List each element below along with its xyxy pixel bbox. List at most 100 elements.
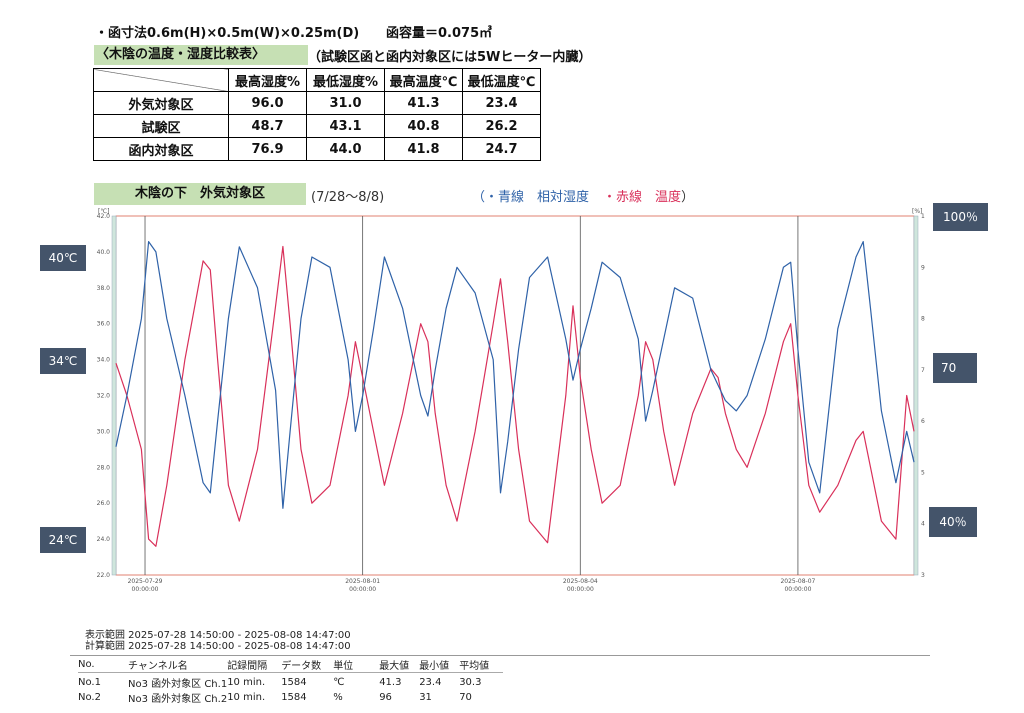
- callout-34c: 34℃: [40, 348, 86, 374]
- stats-cell: 31: [419, 692, 432, 703]
- table-cell: 23.4: [462, 91, 541, 115]
- y-right-tick-label: 70: [921, 367, 925, 374]
- y-right-tick-label: 40: [921, 521, 925, 528]
- x-tick-time-label: 00:00:00: [132, 586, 159, 593]
- callout-70pct: 70: [933, 353, 977, 383]
- table-cell: 40.8: [384, 114, 463, 138]
- temperature-humidity-chart: [℃] [%] 42.0 40.0 38.0 36.0 34.0 32.0 30.0 28.0 26…: [97, 208, 925, 593]
- column-header: 最高湿度%: [228, 68, 307, 92]
- table-cell: 31.0: [306, 91, 385, 115]
- column-header: 最低湿度%: [306, 68, 385, 92]
- stats-cell: 70: [459, 692, 472, 703]
- chart-date-range: (7/28～8/8): [311, 190, 385, 205]
- stats-cell: No3 函外対象区 Ch.2: [128, 694, 228, 705]
- stats-cell: 10 min.: [227, 677, 266, 688]
- humidity-line: [115, 240, 915, 509]
- table-title: 〈木陰の温度・湿度比較表〉: [94, 45, 308, 65]
- stats-table: No. チャンネル名 記録間隔 データ数 単位 最大値 最小値 平均値 No.1…: [78, 657, 504, 705]
- x-tick-time-label: 00:00:00: [567, 586, 594, 593]
- chart-ticks: [℃] [%] 42.0 40.0 38.0 36.0 34.0 32.0 30.0 28.0 26…: [97, 208, 925, 593]
- y-right-tick-label: 50: [921, 469, 925, 476]
- stats-cell: 30.3: [459, 677, 482, 688]
- legend-separator: ・: [603, 190, 617, 205]
- row-label: 試験区: [93, 114, 229, 138]
- row-label: 函内対象区: [93, 137, 229, 161]
- stats-cell: 1584: [281, 692, 307, 703]
- left-axis-strip: [111, 215, 117, 576]
- x-tick-date-label: 2025-08-07: [780, 578, 815, 585]
- y-left-tick-label: 30.0: [97, 428, 111, 435]
- x-tick-date-label: 2025-08-04: [563, 578, 598, 585]
- stats-cell: 41.3: [379, 677, 402, 688]
- y-left-tick-label: 26.0: [97, 500, 111, 507]
- table-cell: 96.0: [228, 91, 307, 115]
- chart-legend: （・青線 相対湿度 ・赤線 温度）: [472, 186, 694, 205]
- table-cell: 48.7: [228, 114, 307, 138]
- y-left-tick-label: 22.0: [97, 572, 111, 579]
- y-left-tick-label: 32.0: [97, 393, 111, 400]
- y-right-tick-label: 60: [921, 418, 925, 425]
- chart-title: 木陰の下 外気対象区: [94, 183, 306, 205]
- stats-header: チャンネル名: [128, 661, 188, 672]
- footer-divider: [70, 655, 930, 656]
- legend-humidity: 青線 相対湿度: [498, 190, 590, 205]
- column-header: 最高温度℃: [384, 68, 463, 92]
- chart-grid: [111, 215, 919, 576]
- comparison-table: 最高湿度% 最低湿度% 最高温度℃ 最低温度℃ 外気対象区 96.0 31.0 …: [93, 68, 541, 161]
- box-capacity: 函容量＝0.075㎥: [386, 26, 493, 41]
- stats-header: No.: [78, 659, 95, 670]
- table-cell: 24.7: [462, 137, 541, 161]
- stats-row: No.1 No3 函外対象区 Ch.1 10 min. 1584 ℃ 41.3 …: [78, 675, 503, 690]
- box-dimensions: ・函寸法0.6m(H)×0.5m(W)×0.25m(D): [95, 26, 360, 41]
- stats-cell: 10 min.: [227, 692, 266, 703]
- callout-40c: 40℃: [40, 245, 86, 271]
- stats-cell: 96: [379, 692, 392, 703]
- table-row: 試験区 48.7 43.1 40.8 26.2: [93, 114, 541, 138]
- stats-cell: %: [333, 692, 343, 703]
- stats-cell: 23.4: [419, 677, 442, 688]
- stats-header: 平均値: [459, 661, 490, 672]
- table-cell: 41.3: [384, 91, 463, 115]
- table-cell: 43.1: [306, 114, 385, 138]
- legend-open: （・: [472, 190, 499, 205]
- x-tick-date-label: 2025-08-01: [345, 578, 380, 585]
- legend-close: ）: [681, 190, 695, 205]
- row-label: 外気対象区: [93, 91, 229, 115]
- column-header: 最低温度℃: [462, 68, 541, 92]
- table-header-row: 最高湿度% 最低湿度% 最高温度℃ 最低温度℃: [93, 68, 541, 92]
- callout-24c: 24℃: [40, 527, 86, 553]
- stats-cell: No3 函外対象区 Ch.1: [128, 679, 228, 690]
- stats-header: 最小値: [419, 661, 450, 672]
- y-right-tick-label: 30: [921, 572, 925, 579]
- y-left-tick-label: 38.0: [97, 285, 111, 292]
- x-tick-time-label: 00:00:00: [349, 586, 376, 593]
- heater-note: （試験区函と函内対象区には5Wヒーター内臓）: [308, 50, 592, 65]
- stats-cell: No.1: [78, 677, 101, 688]
- stats-header-row: No. チャンネル名 記録間隔 データ数 単位 最大値 最小値 平均値: [78, 657, 503, 673]
- stats-cell: No.2: [78, 692, 101, 703]
- right-axis-strip: [913, 215, 919, 576]
- y-left-tick-label: 24.0: [97, 536, 111, 543]
- x-tick-date-label: 2025-07-29: [128, 578, 163, 585]
- calc-range: 計算範囲 2025-07-28 14:50:00 - 2025-08-08 14…: [85, 641, 351, 652]
- table-corner-cell: [93, 68, 229, 92]
- display-range: 表示範囲 2025-07-28 14:50:00 - 2025-08-08 14…: [85, 630, 351, 641]
- stats-header: 記録間隔: [227, 661, 268, 672]
- y-left-tick-label: 34.0: [97, 357, 111, 364]
- table-cell: 76.9: [228, 137, 307, 161]
- stats-row: No.2 No3 函外対象区 Ch.2 10 min. 1584 % 96 31…: [78, 690, 503, 705]
- stats-cell: 1584: [281, 677, 307, 688]
- y-right-tick-label: 90: [921, 264, 925, 271]
- legend-temperature: 赤線 温度: [616, 190, 682, 205]
- table-row: 函内対象区 76.9 44.0 41.8 24.7: [93, 137, 541, 161]
- table-cell: 26.2: [462, 114, 541, 138]
- left-unit-label: [℃]: [98, 208, 109, 215]
- callout-40pct: 40％: [929, 507, 977, 537]
- table-cell: 44.0: [306, 137, 385, 161]
- y-right-tick-label: 100: [921, 213, 925, 220]
- x-tick-time-label: 00:00:00: [784, 586, 811, 593]
- right-unit-label: [%]: [912, 208, 922, 215]
- table-row: 外気対象区 96.0 31.0 41.3 23.4: [93, 91, 541, 115]
- y-left-tick-label: 42.0: [97, 213, 111, 220]
- stats-cell: ℃: [333, 677, 345, 688]
